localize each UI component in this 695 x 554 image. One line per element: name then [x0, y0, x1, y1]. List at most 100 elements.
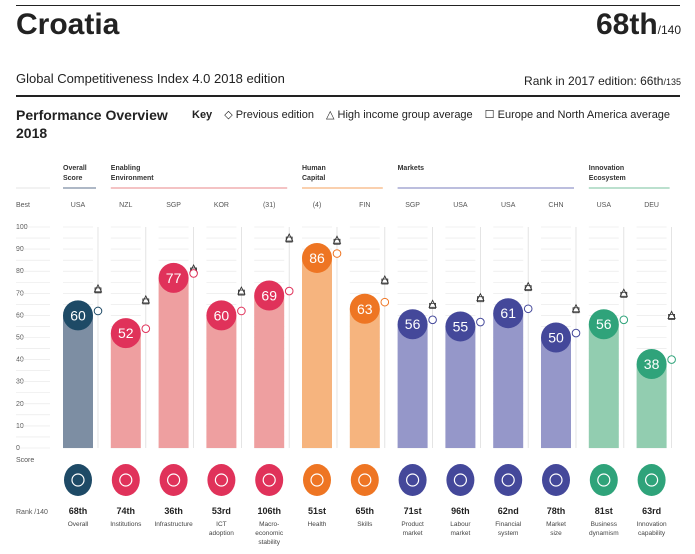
bar-skills	[349, 308, 380, 448]
score-bubble	[349, 293, 380, 324]
previous-edition-marker	[332, 249, 342, 258]
y-tick-label: 10	[16, 423, 24, 430]
previous-edition-marker	[571, 328, 581, 338]
expand-icon	[542, 464, 570, 496]
bar-market-size	[541, 337, 571, 448]
train-icon-glyph	[167, 473, 181, 487]
bar-macro-economic-stability	[254, 295, 285, 448]
triangle-icon: △	[326, 109, 335, 121]
y-tick-label: 40	[16, 357, 24, 364]
pillar-rank: 62nd	[498, 506, 519, 516]
best-row-label: Best	[16, 202, 30, 209]
square-icon: ☐	[484, 109, 495, 121]
group-title: Ecosystem	[589, 175, 626, 182]
pillar-rank: 81st	[595, 506, 613, 516]
group-title: Enabling	[111, 165, 141, 172]
pillar-label: Product	[401, 521, 424, 528]
pillar-rank: 96th	[451, 506, 470, 516]
pillar-label: capability	[638, 530, 666, 537]
pillar-label: Labour	[450, 521, 471, 528]
y-tick-label: 60	[16, 312, 24, 319]
europe-marker	[572, 307, 580, 314]
graduate-icon-glyph	[358, 473, 372, 487]
score-bubble	[588, 309, 619, 340]
score-label: 86	[309, 250, 325, 266]
heart-icon	[303, 464, 331, 496]
high-income-marker	[428, 299, 437, 308]
graduate-icon	[350, 464, 379, 496]
best-performer: SGP	[166, 202, 181, 209]
previous-edition-marker	[667, 355, 676, 364]
best-performer: USA	[71, 202, 86, 209]
percent-icon	[255, 464, 284, 496]
pillar-label: market	[403, 530, 423, 537]
bar-product-market	[397, 324, 428, 448]
overall-rank: 68th/140	[596, 8, 681, 42]
building-icon-glyph	[119, 473, 133, 487]
score-label: 63	[357, 301, 373, 317]
score-bubble	[445, 311, 476, 342]
pillar-label: market	[450, 530, 470, 537]
edition-title: Global Competitiveness Index 4.0 2018 ed…	[16, 71, 285, 86]
y-tick-label: 50	[16, 335, 24, 342]
pillar-label: ICT	[216, 521, 227, 528]
previous-edition-marker	[141, 324, 151, 333]
best-performer: USA	[501, 202, 516, 209]
score-bubble	[636, 349, 667, 380]
score-bubble	[397, 309, 428, 340]
chip-icon-glyph	[214, 473, 228, 487]
best-performer: SGP	[405, 202, 420, 209]
people-icon-glyph	[453, 473, 467, 487]
bar-ict-adoption	[206, 315, 237, 448]
score-bubble	[493, 298, 524, 329]
group-title: Human	[302, 165, 326, 172]
previous-edition-marker	[189, 269, 198, 278]
pillar-rank: 106th	[257, 506, 281, 516]
legend-europe: ☐ Europe and North America average	[485, 108, 670, 121]
best-performer: (4)	[313, 202, 322, 209]
score-label: 52	[118, 325, 134, 341]
bar-financial-system	[493, 313, 524, 448]
group-title: Environment	[111, 175, 154, 182]
best-performer: DEU	[644, 202, 659, 209]
previous-edition-marker	[523, 304, 533, 314]
score-bubble	[206, 300, 237, 331]
pillar-label: Market	[546, 521, 566, 528]
high-income-marker	[332, 235, 342, 244]
group-title: Markets	[398, 165, 425, 172]
legend-previous: ◇ Previous edition	[224, 108, 314, 121]
y-tick-label: 20	[16, 401, 24, 408]
rank-row-label: Rank /140	[16, 509, 48, 516]
card-icon-glyph	[501, 473, 515, 487]
previous-edition-marker	[93, 306, 103, 316]
bar-labour-market	[445, 326, 476, 448]
score-label: 60	[214, 307, 230, 323]
high-income-marker	[141, 294, 151, 304]
score-bubble	[254, 280, 285, 311]
previous-edition-marker	[428, 315, 437, 325]
legend-previous-label: Previous edition	[235, 109, 314, 121]
bar-infrastructure	[158, 277, 189, 448]
rank-value: 68th	[595, 8, 658, 41]
bar-health	[302, 257, 332, 448]
score-row-label: Score	[16, 457, 34, 464]
previous-edition-marker	[476, 317, 485, 327]
score-label: 38	[644, 356, 660, 372]
chip-icon	[207, 464, 236, 496]
medal-icon	[64, 464, 92, 496]
score-bubble	[302, 242, 332, 273]
y-tick-label: 70	[16, 290, 24, 297]
y-tick-label: 90	[16, 246, 24, 253]
y-tick-label: 80	[16, 268, 24, 275]
people-icon	[446, 464, 475, 496]
legend-high-income: △ High income group average	[326, 108, 473, 121]
high-income-marker	[380, 275, 390, 284]
europe-marker	[94, 287, 102, 294]
pillar-label: Macro-	[259, 521, 279, 528]
europe-marker	[237, 289, 245, 296]
high-income-marker	[667, 310, 676, 319]
previous-edition-marker	[284, 286, 294, 296]
score-label: 56	[596, 316, 612, 332]
